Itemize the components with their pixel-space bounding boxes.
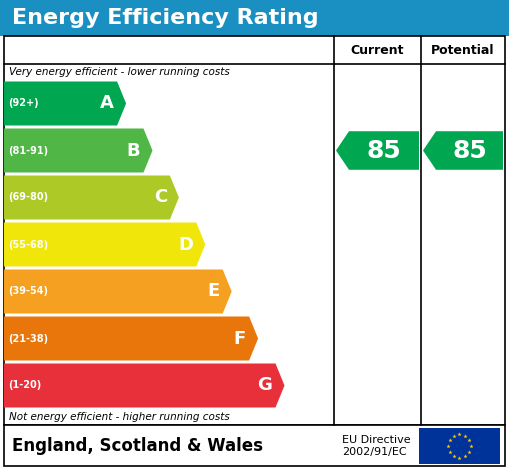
Polygon shape bbox=[4, 82, 126, 126]
Text: D: D bbox=[178, 235, 193, 254]
Text: (69-80): (69-80) bbox=[8, 192, 48, 203]
Polygon shape bbox=[4, 128, 153, 172]
Text: (81-91): (81-91) bbox=[8, 146, 48, 156]
Text: 85: 85 bbox=[452, 139, 487, 163]
Polygon shape bbox=[423, 131, 503, 170]
Polygon shape bbox=[4, 269, 232, 313]
Text: Potential: Potential bbox=[431, 43, 495, 57]
Bar bbox=[0, 0, 509, 36]
Text: EU Directive: EU Directive bbox=[342, 435, 411, 445]
Text: G: G bbox=[258, 376, 272, 395]
Text: 2002/91/EC: 2002/91/EC bbox=[342, 447, 407, 457]
Polygon shape bbox=[4, 363, 285, 408]
Bar bbox=[419, 428, 500, 464]
Text: A: A bbox=[100, 94, 114, 113]
Polygon shape bbox=[336, 131, 419, 170]
Text: (39-54): (39-54) bbox=[8, 286, 48, 297]
Text: 85: 85 bbox=[366, 139, 402, 163]
Text: Current: Current bbox=[351, 43, 404, 57]
Bar bbox=[4, 425, 505, 466]
Text: Energy Efficiency Rating: Energy Efficiency Rating bbox=[12, 8, 319, 28]
Text: (92+): (92+) bbox=[8, 99, 39, 108]
Polygon shape bbox=[4, 317, 258, 361]
Text: E: E bbox=[208, 283, 220, 300]
Text: F: F bbox=[234, 330, 246, 347]
Text: (21-38): (21-38) bbox=[8, 333, 48, 344]
Text: (1-20): (1-20) bbox=[8, 381, 41, 390]
Polygon shape bbox=[4, 176, 179, 219]
Text: (55-68): (55-68) bbox=[8, 240, 48, 249]
Bar bbox=[4, 36, 505, 425]
Text: England, Scotland & Wales: England, Scotland & Wales bbox=[12, 437, 263, 455]
Text: Not energy efficient - higher running costs: Not energy efficient - higher running co… bbox=[9, 412, 230, 422]
Text: B: B bbox=[127, 142, 140, 160]
Text: C: C bbox=[154, 189, 167, 206]
Polygon shape bbox=[4, 222, 205, 267]
Text: Very energy efficient - lower running costs: Very energy efficient - lower running co… bbox=[9, 67, 230, 77]
